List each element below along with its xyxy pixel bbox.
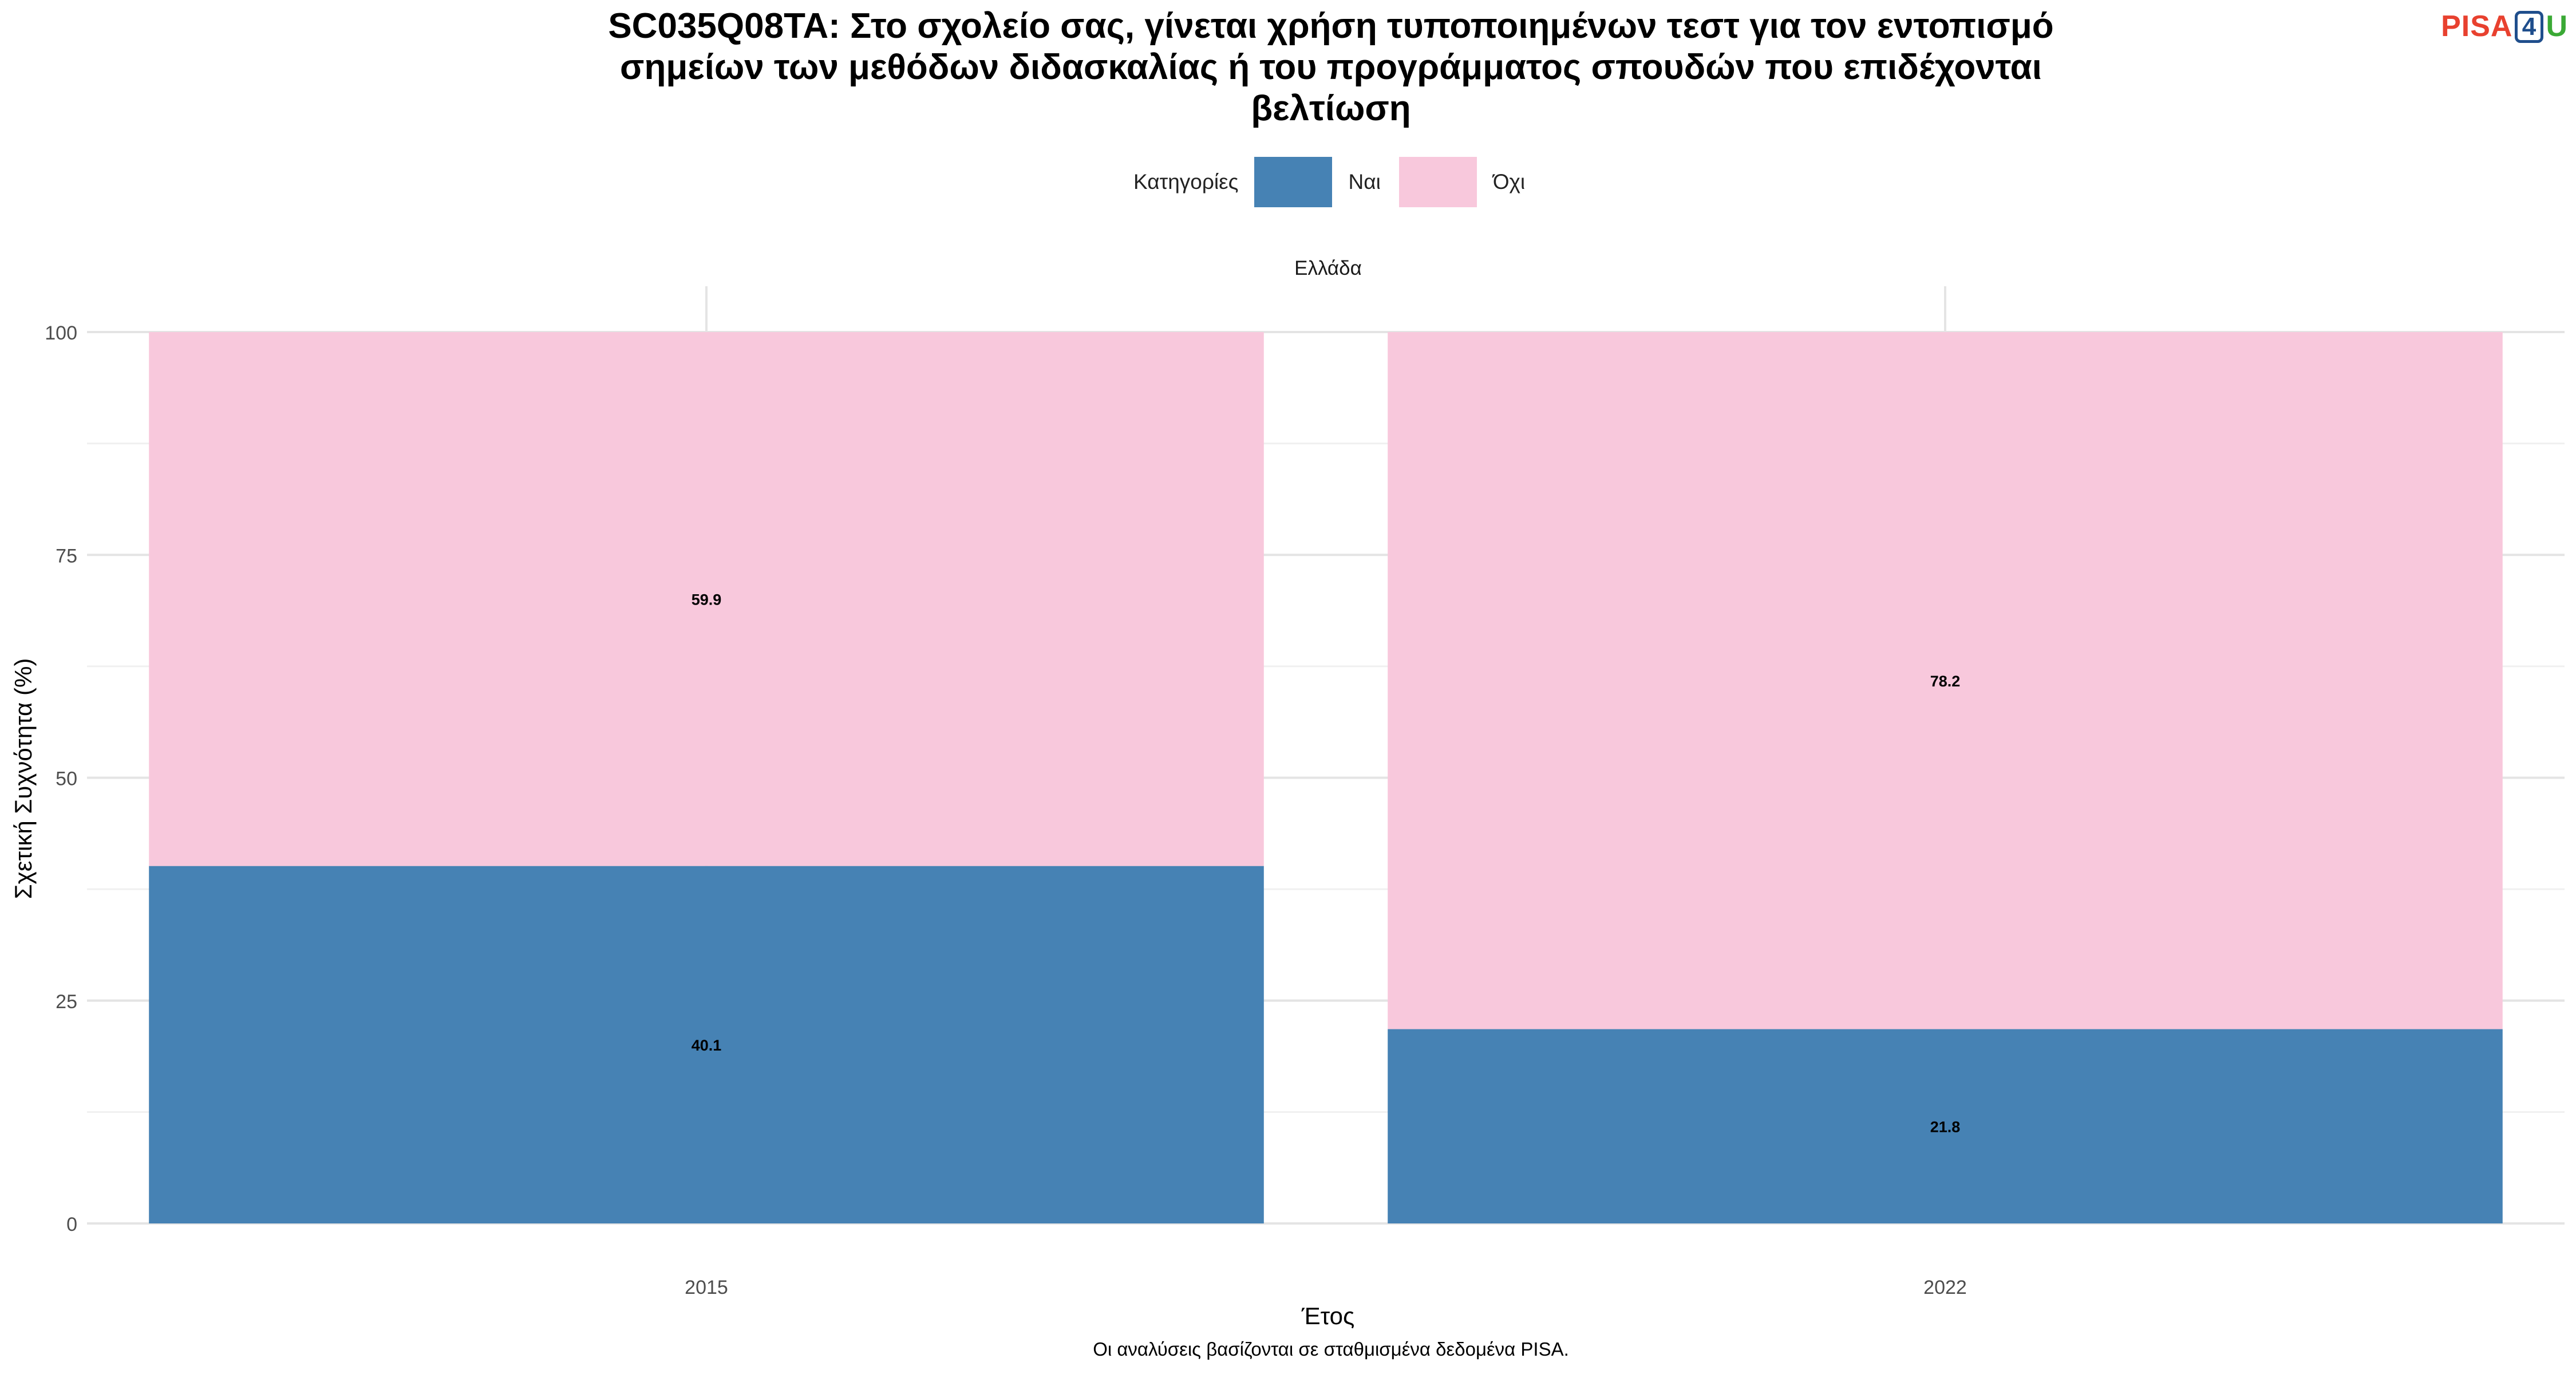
x-tick-label: 2022 — [1923, 1277, 1967, 1298]
x-tick-label: 2015 — [685, 1277, 728, 1298]
legend: Κατηγορίες Ναι Όχι — [1133, 156, 1527, 208]
y-tick-label: 25 — [56, 991, 77, 1013]
bar-2022-Ναι — [1388, 1029, 2503, 1223]
bar-2015-Ναι — [149, 866, 1264, 1223]
chart-title-line-3: βελτίωση — [1251, 89, 1411, 128]
chart-title: SC035Q08TA: Στο σχολείο σας, γίνεται χρή… — [0, 6, 2576, 129]
y-tick-label: 0 — [66, 1214, 77, 1235]
x-axis-title: Έτος — [1301, 1302, 1355, 1329]
bar-2022-Όχι — [1388, 332, 2503, 1029]
data-label: 40.1 — [692, 1037, 722, 1054]
chart-title-line-1: SC035Q08TA: Στο σχολείο σας, γίνεται χρή… — [608, 6, 2054, 46]
y-tick-label: 100 — [45, 322, 77, 344]
facet-label: Ελλάδα — [1294, 257, 1362, 279]
bars — [149, 332, 2503, 1223]
logo-text-u: U — [2546, 10, 2568, 43]
logo-text-pisa: PISA — [2441, 10, 2513, 43]
legend-swatch-nai — [1254, 157, 1333, 207]
y-axis-title: Σχετική Συχνότητα (%) — [10, 658, 37, 899]
data-label: 21.8 — [1930, 1118, 1961, 1135]
data-label: 78.2 — [1930, 673, 1961, 690]
data-labels: 40.1 59.9 21.8 78.2 — [692, 591, 1961, 1135]
y-tick-label: 50 — [56, 768, 77, 790]
legend-title: Κατηγορίες — [1133, 170, 1239, 194]
legend-label-ochi: Όχι — [1492, 170, 1526, 194]
pisa4u-logo: PISA 4 U — [2441, 9, 2568, 44]
y-tick-label: 75 — [56, 545, 77, 567]
footnote: Οι αναλύσεις βασίζονται σε σταθμισμένα δ… — [1093, 1339, 1569, 1360]
axes: 0 25 50 75 100 2015 2022 — [45, 322, 1967, 1298]
legend-swatch-ochi — [1398, 157, 1477, 207]
chart-title-line-2: σημείων των μεθόδων διδασκαλίας ή του πρ… — [620, 48, 2042, 87]
legend-label-nai: Ναι — [1348, 170, 1381, 194]
logo-text-4: 4 — [2515, 11, 2544, 43]
data-label: 59.9 — [692, 591, 722, 608]
bar-2015-Όχι — [149, 332, 1264, 866]
